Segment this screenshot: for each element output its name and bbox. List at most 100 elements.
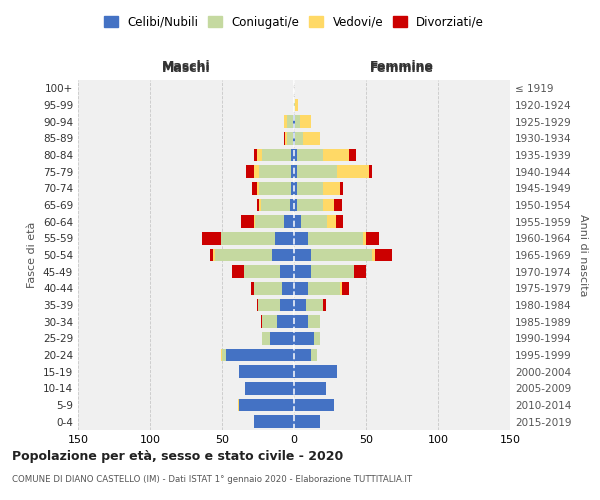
Text: Popolazione per età, sesso e stato civile - 2020: Popolazione per età, sesso e stato civil… <box>12 450 343 463</box>
Bar <box>294 149 297 161</box>
Bar <box>261 316 262 328</box>
Bar <box>297 182 323 194</box>
Bar <box>215 248 272 261</box>
Text: Maschi: Maschi <box>161 60 211 72</box>
Bar <box>294 416 320 428</box>
Bar <box>221 349 222 361</box>
Bar <box>280 266 294 278</box>
Bar <box>294 132 295 144</box>
Bar <box>295 99 298 112</box>
Bar <box>295 116 300 128</box>
Bar <box>294 116 295 128</box>
Text: Femmine: Femmine <box>370 62 434 75</box>
Bar <box>254 282 283 294</box>
Bar <box>247 166 254 178</box>
Bar <box>308 282 340 294</box>
Bar <box>341 282 349 294</box>
Bar <box>290 198 294 211</box>
Bar <box>294 316 308 328</box>
Bar <box>258 298 280 311</box>
Bar <box>287 116 293 128</box>
Bar <box>314 332 320 344</box>
Bar <box>287 132 293 144</box>
Bar <box>259 198 261 211</box>
Legend: Celibi/Nubili, Coniugati/e, Vedovi/e, Divorziati/e: Celibi/Nubili, Coniugati/e, Vedovi/e, Di… <box>99 11 489 34</box>
Bar <box>254 216 255 228</box>
Bar <box>261 198 290 211</box>
Bar <box>262 149 291 161</box>
Bar <box>257 149 262 161</box>
Bar <box>244 266 280 278</box>
Bar <box>295 132 302 144</box>
Bar <box>211 248 214 261</box>
Bar <box>340 182 343 194</box>
Bar <box>363 232 366 244</box>
Bar <box>252 182 257 194</box>
Bar <box>232 266 244 278</box>
Bar <box>251 282 254 294</box>
Text: Maschi: Maschi <box>161 62 211 75</box>
Bar <box>337 166 369 178</box>
Bar <box>269 332 294 344</box>
Bar <box>355 266 366 278</box>
Bar <box>294 232 308 244</box>
Bar <box>311 266 355 278</box>
Bar <box>284 132 286 144</box>
Bar <box>366 232 379 244</box>
Bar <box>323 149 349 161</box>
Bar <box>308 232 363 244</box>
Y-axis label: Anni di nascita: Anni di nascita <box>578 214 588 296</box>
Bar <box>294 216 301 228</box>
Bar <box>323 198 334 211</box>
Bar <box>294 298 305 311</box>
Bar <box>262 316 277 328</box>
Bar <box>255 216 284 228</box>
Bar <box>297 166 337 178</box>
Bar <box>297 198 323 211</box>
Bar <box>226 349 294 361</box>
Bar <box>302 132 320 144</box>
Bar <box>254 166 259 178</box>
Bar <box>294 382 326 394</box>
Bar <box>259 182 291 194</box>
Y-axis label: Fasce di età: Fasce di età <box>28 222 37 288</box>
Bar <box>239 399 294 411</box>
Bar <box>308 316 320 328</box>
Bar <box>374 248 392 261</box>
Bar <box>327 216 336 228</box>
Bar <box>294 198 297 211</box>
Bar <box>293 116 294 128</box>
Bar <box>245 382 294 394</box>
Bar <box>221 232 275 244</box>
Bar <box>372 248 374 261</box>
Bar <box>294 182 297 194</box>
Bar <box>323 298 326 311</box>
Bar <box>340 282 341 294</box>
Bar <box>254 416 294 428</box>
Bar <box>311 248 372 261</box>
Bar <box>284 216 294 228</box>
Bar <box>283 282 294 294</box>
Bar <box>280 298 294 311</box>
Bar <box>286 132 287 144</box>
Bar <box>294 282 308 294</box>
Bar <box>294 266 311 278</box>
Bar <box>305 298 323 311</box>
Bar <box>301 216 327 228</box>
Bar <box>294 399 334 411</box>
Bar <box>277 316 294 328</box>
Bar <box>291 149 294 161</box>
Bar <box>293 132 294 144</box>
Bar <box>334 198 341 211</box>
Bar <box>297 149 323 161</box>
Bar <box>294 349 311 361</box>
Bar <box>214 248 215 261</box>
Bar <box>272 248 294 261</box>
Bar <box>300 116 311 128</box>
Text: Femmine: Femmine <box>370 60 434 72</box>
Bar <box>202 232 221 244</box>
Bar <box>254 149 257 161</box>
Bar <box>291 166 294 178</box>
Bar <box>257 298 258 311</box>
Bar <box>222 349 226 361</box>
